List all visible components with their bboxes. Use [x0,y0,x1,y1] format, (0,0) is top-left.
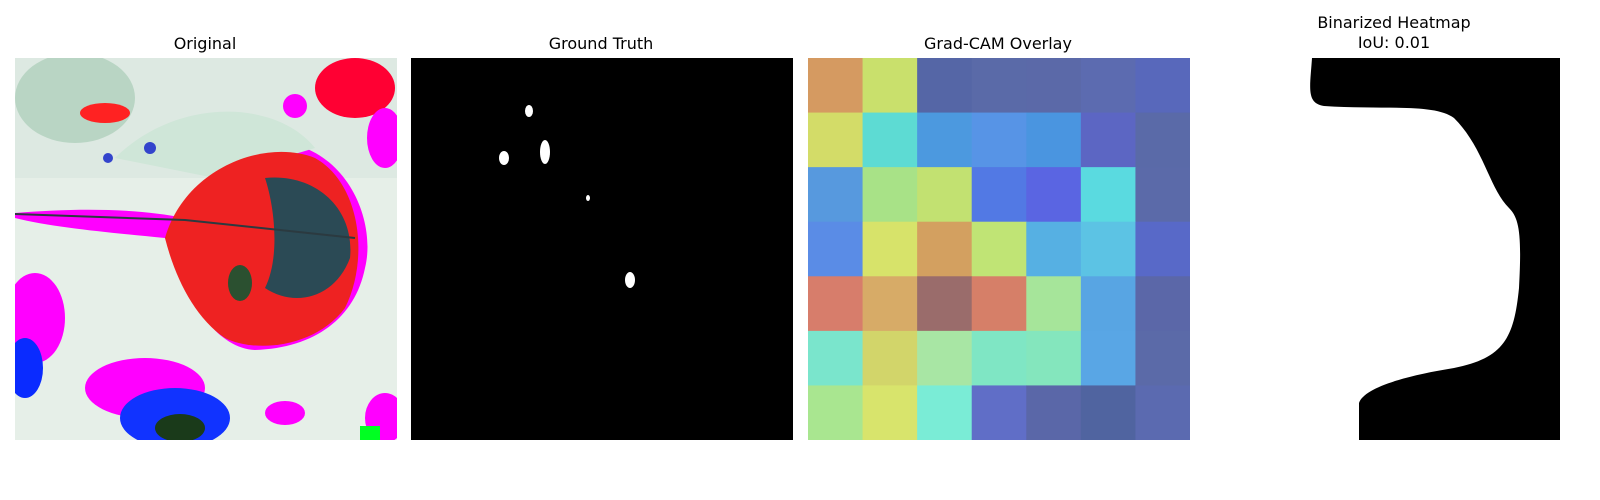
gradcam-cell [917,112,973,168]
gradcam-cell [917,276,973,332]
gradcam-cell [971,112,1027,168]
binarized-mask [1304,58,1560,440]
gradcam-cell [1135,221,1190,277]
gradcam-cell [971,167,1027,223]
binarized-title: Binarized Heatmap IoU: 0.01 [1204,13,1584,53]
iou-label: IoU: 0.01 [1357,33,1431,52]
gradcam-cell [862,330,918,386]
gradcam-cell [917,330,973,386]
original-image [15,58,397,440]
gradcam-cell [971,276,1027,332]
gradcam-cell [808,330,864,386]
gradcam-cell [971,330,1027,386]
gradcam-cell [1080,221,1136,277]
gradcam-cell [862,167,918,223]
gradcam-cell [1135,167,1190,223]
gradcam-cell [862,221,918,277]
gradcam-cell [862,112,918,168]
gradcam-cell [1080,167,1136,223]
gradcam-cell [1135,58,1190,114]
gradcam-cell [1026,330,1082,386]
gradcam-cell [917,221,973,277]
gradcam-cell [1026,276,1082,332]
gradcam-cell [808,167,864,223]
gradcam-image [808,58,1190,440]
gradcam-cell [1080,330,1136,386]
gradcam-cell [1080,58,1136,114]
gradcam-cell [1026,221,1082,277]
gradcam-cell [917,58,973,114]
gradcam-cell [1135,276,1190,332]
original-title: Original [173,34,237,53]
gradcam-cell [971,221,1027,277]
gradcam-title: Grad-CAM Overlay [924,34,1072,53]
gradcam-cell [1026,385,1082,440]
gradcam-cell [808,276,864,332]
gradcam-cell [1080,385,1136,440]
gradcam-cell [1135,330,1190,386]
gradcam-cell [808,385,864,440]
gradcam-cell [1080,276,1136,332]
gradcam-cell [1026,112,1082,168]
gradcam-cell [1080,112,1136,168]
gradcam-cell [862,385,918,440]
gradcam-cell [1026,58,1082,114]
gradcam-cell [1135,385,1190,440]
ground-truth-mask [411,58,793,440]
gradcam-cell [808,221,864,277]
gradcam-cell [808,112,864,168]
gradcam-cell [917,167,973,223]
gradcam-cell [971,385,1027,440]
gradcam-cell [1135,112,1190,168]
gradcam-cell [1026,167,1082,223]
gradcam-cell [862,58,918,114]
binarized-title-line1: Binarized Heatmap [1317,13,1471,32]
gradcam-cell [808,58,864,114]
ground-truth-title: Ground Truth [548,34,654,53]
gradcam-cell [917,385,973,440]
gradcam-cell [862,276,918,332]
gradcam-cell [971,58,1027,114]
